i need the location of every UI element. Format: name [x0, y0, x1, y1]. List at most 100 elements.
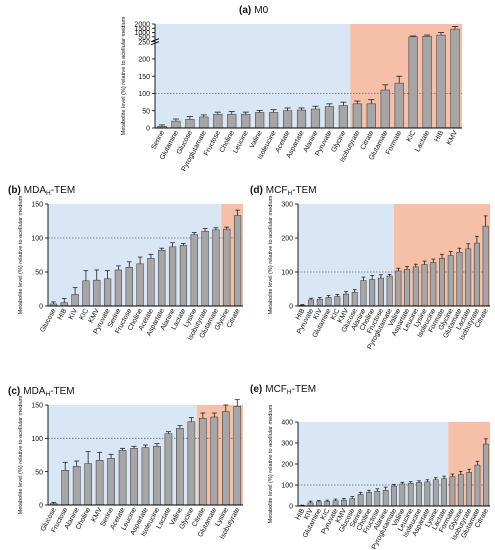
bar [436, 34, 446, 129]
bar [171, 120, 181, 129]
y-tick-label: 150 [138, 74, 150, 81]
bar [324, 106, 335, 129]
bar [325, 297, 332, 307]
bar [395, 270, 402, 307]
bar [241, 113, 251, 129]
bar [439, 258, 445, 307]
bar [221, 411, 230, 506]
bar [95, 460, 104, 506]
panel-title-suffix: -TEM [51, 185, 75, 196]
bar [153, 446, 161, 506]
x-tick-label: KIV [303, 507, 315, 521]
x-tick-label: KIC [406, 130, 418, 144]
bar [408, 36, 418, 129]
y-tick-label: 150 [31, 202, 43, 209]
y-tick-label: 0 [289, 504, 293, 511]
bar [482, 443, 489, 507]
bar [213, 113, 223, 129]
bar [352, 103, 362, 129]
bar [334, 296, 341, 307]
y-tick-label: 150 [31, 403, 43, 410]
bar [118, 450, 127, 506]
bar [466, 472, 472, 507]
bar [141, 447, 150, 506]
bar [457, 474, 464, 507]
axis-break-mark [150, 41, 160, 46]
bar [168, 246, 177, 307]
bar [349, 498, 356, 507]
bar [136, 263, 144, 307]
bar [308, 299, 315, 307]
panel-title-subscript: H [287, 389, 292, 396]
y-tick-label: 0 [39, 304, 43, 311]
bar [223, 228, 231, 307]
panel-title-main: MCF [266, 185, 288, 196]
bar [416, 482, 422, 507]
bar [164, 433, 173, 506]
bar [377, 277, 384, 307]
y-tick-label: 1000 [134, 30, 150, 37]
x-tick-label: KIC [320, 508, 332, 522]
bar [450, 28, 460, 129]
panel-title: (b) MDAH-TEM [8, 185, 75, 197]
bar [233, 215, 242, 307]
bar [341, 499, 347, 507]
bar [369, 279, 376, 307]
bar [465, 248, 472, 307]
panel-label: (d) [250, 185, 263, 196]
panel-title-main: MDA [24, 185, 47, 196]
panel-title-suffix: -TEM [50, 386, 74, 397]
y-tick-label: 100 [138, 91, 150, 98]
bar [447, 255, 454, 307]
bar [269, 112, 279, 129]
panel-label: (a) [239, 5, 251, 16]
bar [255, 112, 265, 129]
y-tick-label: 100 [281, 270, 293, 277]
bar [82, 280, 90, 307]
bar [61, 470, 70, 506]
bar [212, 229, 220, 307]
y-tick-label: 100 [281, 483, 293, 490]
panel-title: (e) MCFH-TEM [250, 384, 316, 396]
panel-title-subscript: H [45, 391, 50, 398]
bar [357, 494, 364, 507]
panel-label: (b) [8, 185, 21, 196]
bar [176, 428, 184, 506]
bar [210, 416, 219, 506]
bar [310, 108, 321, 129]
bar [332, 500, 339, 507]
bar [366, 103, 376, 129]
bar [130, 448, 138, 506]
bar [324, 501, 331, 507]
bar [386, 275, 393, 307]
bar [404, 269, 411, 307]
bar [432, 479, 439, 507]
y-tick-label: 1500 [134, 26, 150, 33]
y-tick-label: 50 [35, 469, 43, 476]
y-tick-label: 300 [281, 441, 293, 448]
bar [93, 279, 101, 307]
y-tick-label: 250 [138, 39, 150, 46]
y-axis-label: Metabolite level (%) relative to acellul… [121, 16, 127, 135]
bar [412, 266, 419, 307]
bar [227, 113, 237, 129]
x-tick-label: KMV [446, 129, 459, 146]
bar [316, 298, 323, 307]
x-tick-label: HIB [295, 307, 307, 321]
bar [430, 262, 437, 307]
bar [103, 278, 112, 307]
bar [473, 242, 480, 307]
bar [391, 485, 397, 507]
y-tick-label: 0 [146, 126, 150, 133]
bar [307, 502, 314, 507]
bar [441, 478, 447, 507]
y-tick-label: 500 [138, 34, 150, 41]
panel-label: (e) [250, 384, 262, 395]
panel-d: (d) MCFH-TEM 0 100 200 300 Metabolite level (%… [250, 185, 490, 351]
y-tick-label: 2000 [134, 22, 150, 29]
x-tick-label: KIC [78, 308, 90, 322]
consumed-region [298, 422, 449, 506]
x-tick-label: Glucose [39, 308, 57, 334]
